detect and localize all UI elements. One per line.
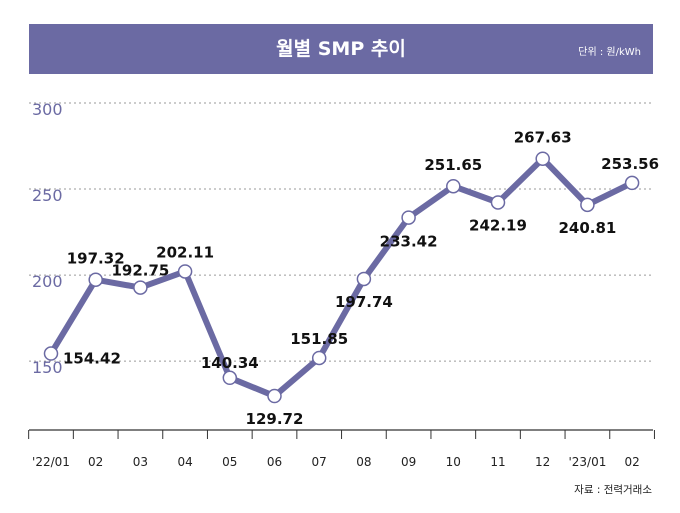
y-tick-label: 300 xyxy=(32,100,63,119)
title-bar: 월별 SMP 추이 단위 : 원/kWh xyxy=(29,24,653,74)
data-point xyxy=(311,350,327,366)
x-tick-label: 03 xyxy=(133,455,148,469)
data-label: 202.11 xyxy=(156,243,214,261)
data-point xyxy=(133,280,148,295)
y-tick-label: 150 xyxy=(32,358,63,377)
source-label: 자료 : 전력거래소 xyxy=(574,484,652,496)
data-label: 197.74 xyxy=(335,293,393,311)
data-point xyxy=(222,370,238,386)
data-point xyxy=(356,271,372,287)
data-point xyxy=(43,346,59,361)
x-tick-label: '23/01 xyxy=(568,455,606,469)
data-label: 192.75 xyxy=(111,262,169,280)
data-point xyxy=(624,175,640,191)
data-label: 251.65 xyxy=(424,156,482,174)
data-point xyxy=(267,388,282,404)
data-label: 197.32 xyxy=(67,250,125,268)
data-label: 267.63 xyxy=(514,129,572,147)
data-point xyxy=(401,210,416,225)
x-tick-label: 02 xyxy=(624,455,639,469)
x-tick-label: 10 xyxy=(446,455,461,469)
data-point xyxy=(535,151,550,166)
data-point xyxy=(490,195,506,210)
x-tick-label: '22/01 xyxy=(32,455,70,469)
data-point xyxy=(446,178,461,194)
x-tick-label: 08 xyxy=(356,455,371,469)
data-point xyxy=(88,272,103,287)
data-label: 242.19 xyxy=(469,216,527,234)
data-point xyxy=(177,264,193,279)
x-tick-label: 07 xyxy=(312,455,327,469)
y-tick-label: 200 xyxy=(32,272,63,291)
data-label: 140.34 xyxy=(201,354,259,372)
x-tick-label: 12 xyxy=(535,455,550,469)
data-label: 129.72 xyxy=(246,410,304,428)
data-label: 253.56 xyxy=(601,155,659,173)
x-tick-label: 04 xyxy=(177,455,192,469)
chart-title: 월별 SMP 추이 xyxy=(276,38,406,60)
x-tick-label: 05 xyxy=(222,455,237,469)
x-tick-label: 09 xyxy=(401,455,416,469)
data-point xyxy=(580,197,595,213)
data-label: 233.42 xyxy=(380,233,438,251)
data-label: 154.42 xyxy=(63,350,121,368)
series-line xyxy=(48,155,636,400)
unit-label: 단위 : 원/kWh xyxy=(578,47,641,58)
x-tick-label: 06 xyxy=(267,455,282,469)
data-label: 240.81 xyxy=(558,219,616,237)
x-tick-label: 02 xyxy=(88,455,103,469)
data-label: 151.85 xyxy=(290,330,348,348)
y-tick-label: 250 xyxy=(32,186,63,205)
x-tick-label: 11 xyxy=(490,455,505,469)
